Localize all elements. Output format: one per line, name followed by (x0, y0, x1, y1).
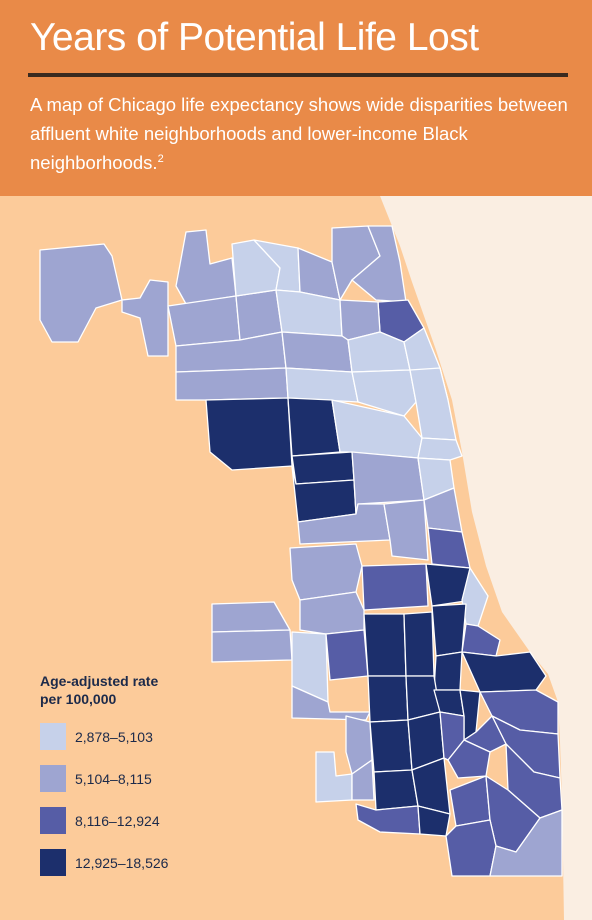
legend-title-line2: per 100,000 (40, 691, 117, 707)
map-legend: Age-adjusted rate per 100,000 2,878–5,10… (40, 672, 210, 876)
legend-item: 5,104–8,115 (40, 765, 210, 792)
legend-item: 8,116–12,924 (40, 807, 210, 834)
area-lower-west-side (383, 499, 429, 561)
area-new-city (363, 613, 407, 677)
area-hermosa (287, 397, 341, 457)
area-south-lawndale (289, 543, 363, 601)
area-fuller-park (403, 611, 435, 677)
area-beverly (351, 759, 375, 801)
area-grand-boulevard (431, 603, 467, 657)
header-banner: Years of Potential Life Lost A map of Ch… (0, 0, 592, 196)
area-mckinley-park (361, 563, 429, 611)
legend-swatch (40, 723, 66, 750)
area-chicago-lawn (367, 675, 409, 723)
legend-item: 12,925–18,526 (40, 849, 210, 876)
title-divider (28, 73, 568, 77)
footnote-marker: 2 (157, 153, 164, 165)
area-irving-park (281, 331, 353, 373)
chicago-map (0, 196, 592, 920)
area-clearing (211, 629, 293, 663)
legend-label: 5,104–8,115 (75, 770, 152, 787)
area-dunning (175, 367, 289, 401)
legend-label: 8,116–12,924 (75, 812, 160, 829)
map-caption: A map of Chicago life expectancy shows w… (30, 90, 575, 177)
area-northwest-connector (121, 279, 169, 357)
area-riverdale (445, 819, 497, 877)
area-kenwood (461, 623, 501, 657)
area-auburn-gresham (369, 719, 413, 773)
area-avondale (285, 367, 359, 403)
area-burnside (447, 739, 491, 779)
legend-label: 2,878–5,103 (75, 728, 153, 745)
area-jefferson-park (235, 289, 283, 341)
area-hegewisch (489, 809, 563, 877)
legend-item: 2,878–5,103 (40, 723, 210, 750)
legend-label: 12,925–18,526 (75, 854, 169, 871)
area-washington-heights (373, 769, 419, 811)
area-near-north (417, 437, 463, 461)
legend-title-line1: Age-adjusted rate (40, 673, 159, 689)
legend-title: Age-adjusted rate per 100,000 (40, 672, 210, 708)
area-gage-park (325, 629, 369, 681)
area-humboldt-park (291, 451, 355, 485)
area-washington-park (433, 651, 463, 691)
lake-michigan (380, 196, 592, 920)
area-archer-heights (299, 591, 365, 635)
page-title: Years of Potential Life Lost (30, 16, 479, 59)
area-austin-north (205, 397, 293, 471)
legend-swatch (40, 849, 66, 876)
area-ohare (39, 243, 123, 343)
legend-swatch (40, 807, 66, 834)
area-logan-square (351, 369, 417, 417)
caption-text: A map of Chicago life expectancy shows w… (30, 94, 568, 173)
legend-swatch (40, 765, 66, 792)
